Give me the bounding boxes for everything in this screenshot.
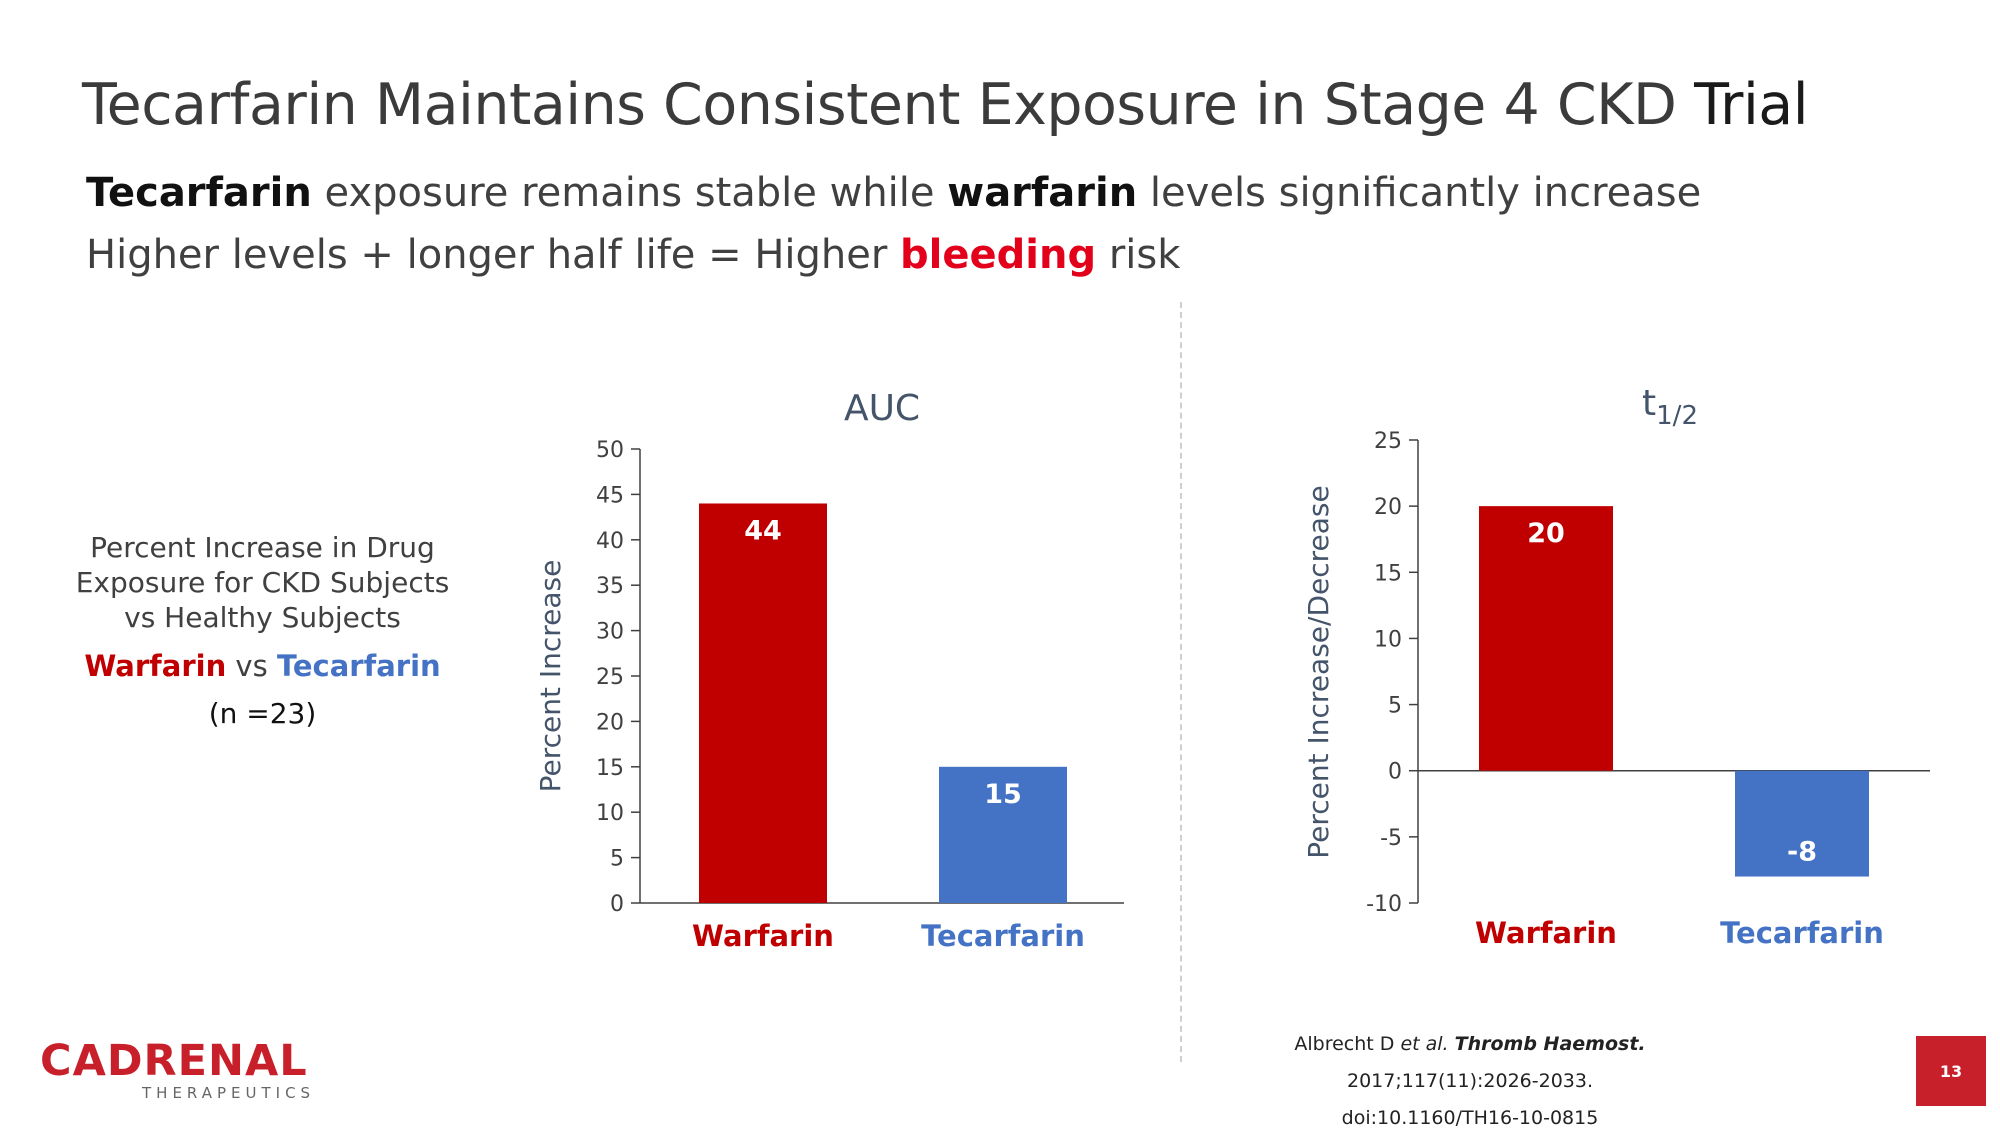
- subtitle-warfarin: warfarin: [947, 170, 1138, 216]
- auc-y-tick-label: 20: [596, 710, 624, 735]
- auc-bar-tecarfarin: [939, 766, 1067, 903]
- citation-etal: et al.: [1400, 1033, 1449, 1055]
- auc-bar-warfarin: [699, 503, 827, 903]
- citation-doi: doi:10.1160/TH16-10-0815: [1341, 1107, 1599, 1129]
- subtitle2-bleeding: bleeding: [900, 232, 1097, 278]
- slide-title: Tecarfarin Maintains Consistent Exposure…: [82, 72, 1809, 138]
- half-life-y-tick-label: 15: [1374, 561, 1402, 586]
- auc-y-axis-label: Percent Increase: [534, 560, 567, 793]
- half-life-data-label-tecarfarin: -8: [1787, 837, 1817, 868]
- title-main: Tecarfarin Maintains Consistent Exposure…: [82, 72, 1695, 138]
- auc-y-tick-label: 50: [596, 438, 624, 463]
- half-life-bar-tecarfarin: [1735, 770, 1869, 877]
- half-life-y-tick-label: 20: [1374, 495, 1402, 520]
- citation-journal: Thromb Haemost.: [1454, 1033, 1646, 1055]
- auc-y-tick-label: 45: [596, 483, 624, 508]
- logo-letter-c: C: [40, 1036, 73, 1086]
- subtitle-text-1: exposure remains stable while: [311, 170, 948, 216]
- citation: Albrecht D et al. Thromb Haemost. 2017;1…: [1200, 1026, 1740, 1137]
- auc-y-tick-label: 30: [596, 620, 624, 645]
- auc-data-label-warfarin: 44: [744, 515, 782, 546]
- half-life-y-tick-label: -5: [1380, 826, 1402, 851]
- half-life-data-label-warfarin: 20: [1527, 518, 1565, 549]
- logo-rest: DRENAL: [106, 1036, 308, 1086]
- company-logo: CADRENAL THERAPEUTICS: [40, 1036, 330, 1106]
- auc-chart-title: AUC: [844, 388, 920, 429]
- auc-y-tick-label: 25: [596, 665, 624, 690]
- auc-y-tick-label: 40: [596, 529, 624, 554]
- auc-chart: AUC Percent Increase 0 5 10 15 20 25 30 35 40 45 50 4…: [534, 388, 1124, 953]
- logo-subtitle: THERAPEUTICS: [142, 1084, 316, 1102]
- logo-letter-a: A: [72, 1036, 107, 1086]
- half-life-y-tick-label: -10: [1366, 892, 1402, 917]
- half-life-chart-title-base: t: [1642, 383, 1656, 424]
- subtitle-text-2: levels significantly increase: [1137, 170, 1702, 216]
- half-life-y-tick-label: 5: [1388, 694, 1402, 719]
- auc-y-tick-label: 0: [610, 892, 624, 917]
- half-life-bar-warfarin: [1479, 506, 1613, 771]
- auc-y-tick-label: 15: [596, 756, 624, 781]
- subtitle-line-2: Higher levels + longer half life = Highe…: [86, 232, 1180, 278]
- auc-category-label-tecarfarin: Tecarfarin: [921, 919, 1085, 953]
- half-life-y-axis-label: Percent Increase/Decrease: [1302, 485, 1335, 858]
- comparison-vs: vs: [226, 649, 277, 683]
- auc-category-label-warfarin: Warfarin: [692, 919, 834, 953]
- title-last-word: Trial: [1694, 72, 1809, 138]
- citation-author: Albrecht D: [1294, 1033, 1401, 1055]
- auc-data-label-tecarfarin: 15: [984, 779, 1022, 810]
- exposure-description-box: Percent Increase in Drug Exposure for CK…: [60, 530, 465, 731]
- citation-ref: 2017;117(11):2026-2033.: [1346, 1070, 1594, 1092]
- half-life-chart-title: t1/2: [1642, 383, 1698, 431]
- auc-y-tick-label: 5: [610, 847, 624, 872]
- sample-size: (n =23): [208, 697, 317, 730]
- half-life-category-label-tecarfarin: Tecarfarin: [1720, 916, 1884, 950]
- drug-comparison: Warfarin vs Tecarfarin: [60, 649, 465, 684]
- subtitle-line-1: Tecarfarin exposure remains stable while…: [86, 170, 1701, 216]
- comparison-warfarin: Warfarin: [84, 649, 227, 683]
- section-divider: [1180, 302, 1182, 1062]
- citation-line-1: Albrecht D et al. Thromb Haemost. 2017;1…: [1200, 1026, 1740, 1100]
- logo-wordmark: CADRENAL: [40, 1036, 308, 1086]
- exposure-description: Percent Increase in Drug Exposure for CK…: [75, 531, 450, 634]
- half-life-chart: t1/2 Percent Increase/Decrease -10 -5 0 5 10 15…: [1302, 383, 1930, 950]
- subtitle2-text-1: Higher levels + longer half life = Highe…: [86, 232, 901, 278]
- page-number: 13: [1916, 1036, 1986, 1106]
- half-life-chart-title-subscript: 1/2: [1656, 401, 1698, 431]
- subtitle2-text-2: risk: [1096, 232, 1181, 278]
- half-life-y-tick-label: 10: [1374, 627, 1402, 652]
- auc-y-tick-label: 10: [596, 801, 624, 826]
- half-life-category-label-warfarin: Warfarin: [1475, 916, 1617, 950]
- auc-y-tick-label: 35: [596, 574, 624, 599]
- comparison-tecarfarin: Tecarfarin: [276, 649, 441, 683]
- subtitle-tecarfarin: Tecarfarin: [86, 170, 312, 216]
- half-life-y-tick-label: 0: [1388, 760, 1402, 785]
- half-life-y-tick-label: 25: [1374, 429, 1402, 454]
